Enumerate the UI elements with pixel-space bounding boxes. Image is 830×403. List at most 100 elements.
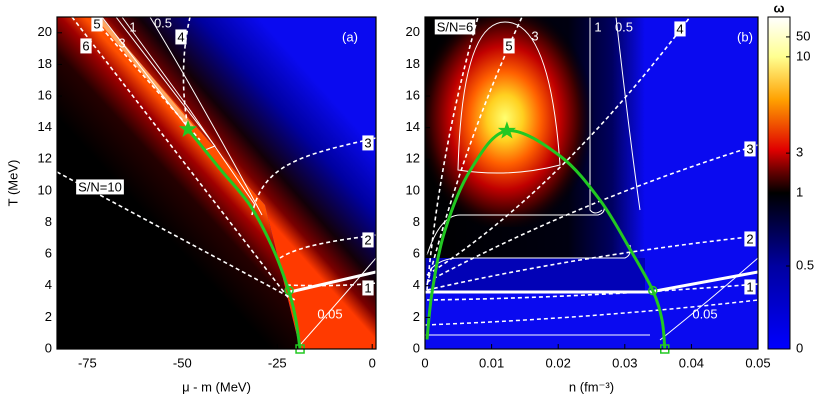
contour-label: 0.5: [615, 19, 633, 34]
marker-star: [178, 119, 198, 137]
colorbar-tick-label: 50: [796, 28, 810, 43]
marker-circle: [648, 285, 658, 296]
panel-label: (b): [737, 29, 753, 44]
curve: [186, 128, 302, 349]
omega-contour: [589, 17, 603, 214]
x-tick-label: -25: [268, 355, 287, 370]
y-tick-label: 16: [38, 87, 52, 102]
phase-boundary: [425, 270, 758, 294]
sn-label: 4: [676, 21, 683, 36]
contour-label: 0.05: [692, 306, 717, 321]
heatmap-a: [57, 17, 376, 349]
y-tick-label: 10: [406, 182, 420, 197]
contour-label: 0.05: [317, 306, 342, 321]
sn-label-box: [503, 38, 515, 54]
sn-label: 6: [82, 38, 89, 53]
panel-label: (a): [342, 29, 358, 44]
colorbar-tick-label: 0: [796, 340, 803, 355]
omega-contour: [457, 21, 561, 174]
contour-label: 3: [531, 28, 538, 43]
sn-label: 3: [746, 141, 753, 156]
sn-label-box: [362, 135, 374, 151]
sn-label-box: [91, 16, 103, 32]
omega-contour: [121, 17, 256, 206]
x-tick-label: 0: [369, 355, 376, 370]
y-tick-label: 14: [406, 119, 420, 134]
x-tick-label: 0.02: [546, 355, 571, 370]
x-axis-title: n (fm⁻³): [569, 379, 614, 394]
colorbar-tick-label: 3: [796, 145, 803, 160]
omega-contour: [101, 17, 216, 151]
x-axis-title: μ - m (MeV): [182, 379, 251, 394]
sn-label: 1: [364, 280, 371, 295]
annotation-box: [76, 179, 124, 195]
y-tick-label: 0: [45, 340, 52, 355]
contour-label: 3: [118, 35, 125, 50]
heatmap-b: [425, 17, 758, 349]
sn-label: 2: [746, 231, 753, 246]
colorbar-tick-label: 0.5: [796, 257, 814, 272]
y-tick-label: 0: [413, 340, 420, 355]
y-tick-label: 16: [406, 87, 420, 102]
y-tick-label: 20: [38, 24, 52, 39]
curve: [425, 129, 667, 349]
sn-contour: [426, 17, 479, 291]
sn-label: 2: [364, 232, 371, 247]
contour-label: 1: [129, 19, 136, 34]
marker-star: [497, 121, 516, 139]
contour-line: [426, 204, 605, 256]
plot-frame: [56, 16, 377, 350]
sn-contour: [426, 235, 758, 291]
y-tick-label: 6: [45, 246, 52, 261]
colorbar-tick-label: 1: [796, 184, 803, 199]
sn-label-box: [674, 21, 686, 37]
plot-frame: [424, 16, 759, 350]
y-tick-label: 18: [406, 56, 420, 71]
y-tick-label: 12: [38, 151, 52, 166]
heat-region: [100, 17, 376, 349]
x-tick-label: 0.05: [745, 355, 770, 370]
sn-contour: [426, 17, 523, 286]
y-tick-label: 2: [45, 309, 52, 324]
omega-contour: [299, 257, 376, 346]
sn-contour: [426, 144, 758, 283]
sn-label-box: [362, 280, 374, 296]
sn-line: [425, 299, 758, 326]
sn-label-box: [175, 29, 187, 45]
heat-region: [57, 17, 300, 349]
x-tick-label: 0.04: [679, 355, 704, 370]
contour-label: 0.5: [154, 15, 172, 30]
x-tick-label: 0.01: [479, 355, 504, 370]
colorbar: [767, 16, 791, 350]
y-tick-label: 8: [413, 214, 420, 229]
sn-label-box: [744, 141, 756, 157]
y-tick-label: 2: [413, 309, 420, 324]
sn-label: 4: [177, 29, 184, 44]
y-tick-label: 10: [38, 182, 52, 197]
y-tick-label: 14: [38, 119, 52, 134]
sn-label-box: [362, 232, 374, 248]
y-tick-label: 18: [38, 56, 52, 71]
sn-contour: [71, 17, 291, 301]
sn-contour: [251, 137, 376, 216]
colorbar-title: ω: [774, 0, 785, 15]
sn-label: 5: [505, 38, 512, 53]
y-tick-label: 6: [413, 246, 420, 261]
sn-contour: [91, 17, 201, 141]
omega-contour: [149, 17, 263, 216]
sn-label: 1: [746, 279, 753, 294]
annotation: S/N=6: [437, 19, 474, 34]
x-tick-label: -50: [173, 355, 192, 370]
sn-label-box: [744, 231, 756, 247]
contour-label: 1: [594, 19, 601, 34]
colorbar-tick-label: 10: [796, 48, 810, 63]
contours: [425, 17, 758, 349]
omega-contour: [615, 17, 641, 211]
x-tick-label: 0.03: [612, 355, 637, 370]
y-tick-label: 20: [406, 24, 420, 39]
x-tick-label: 0: [421, 355, 428, 370]
y-tick-label: 4: [413, 277, 420, 292]
marker-circle: [284, 285, 294, 296]
sn-contour: [426, 17, 691, 276]
